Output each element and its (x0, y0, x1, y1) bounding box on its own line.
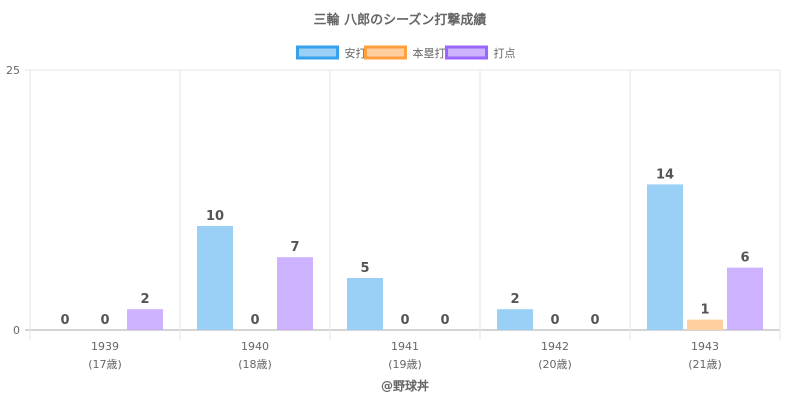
x-tick-label: 1941 (391, 340, 419, 353)
bar-安打 (647, 184, 683, 330)
legend-swatch (445, 45, 488, 60)
bar-安打 (347, 278, 383, 330)
x-tick-sublabel: (17歳) (88, 358, 122, 371)
bar-本塁打 (687, 319, 723, 330)
data-label: 2 (140, 292, 149, 307)
legend-swatch (296, 45, 339, 60)
legend-swatch (364, 45, 407, 60)
data-label: 6 (740, 251, 749, 266)
data-label: 7 (290, 240, 299, 255)
data-label: 5 (360, 261, 369, 276)
data-label: 0 (590, 313, 599, 328)
bar-打点 (127, 309, 163, 330)
data-label: 2 (510, 292, 519, 307)
x-tick-label: 1942 (541, 340, 569, 353)
data-label: 0 (440, 313, 449, 328)
legend: 安打 本塁打 打点 (296, 45, 516, 60)
x-tick-sublabel: (21歳) (688, 358, 722, 371)
legend-label: 安打 (345, 46, 367, 60)
x-axis: 1939 (17歳) 1940 (18歳) 1941 (19歳) 1942 (20歳) 1943… (88, 340, 722, 371)
x-tick-sublabel: (18歳) (238, 358, 272, 371)
data-label: 10 (206, 209, 224, 224)
bar-安打 (197, 226, 233, 330)
data-label: 0 (550, 313, 559, 328)
bar-安打 (497, 309, 533, 330)
data-label: 1 (700, 303, 709, 318)
bar-打点 (727, 267, 763, 330)
data-label: 0 (100, 313, 109, 328)
x-tick-label: 1940 (241, 340, 269, 353)
legend-label: 打点 (494, 46, 516, 60)
x-tick-sublabel: (20歳) (538, 358, 572, 371)
x-tick-label: 1939 (91, 340, 119, 353)
data-label: 0 (60, 313, 69, 328)
chart-title: 三輪 八郎のシーズン打撃成績 (314, 12, 487, 28)
x-tick-label: 1943 (691, 340, 719, 353)
data-label: 0 (250, 313, 259, 328)
bar-打点 (277, 257, 313, 330)
x-axis-label: @野球丼 (381, 378, 429, 393)
y-tick-label: 0 (13, 324, 20, 337)
data-label: 14 (656, 167, 674, 182)
data-label: 0 (400, 313, 409, 328)
y-tick-label: 25 (6, 64, 20, 77)
x-tick-sublabel: (19歳) (388, 358, 422, 371)
bars: 0 10 5 2 14 0 0 0 0 1 2 7 0 0 6 (60, 167, 763, 330)
legend-label: 本塁打 (413, 46, 446, 60)
